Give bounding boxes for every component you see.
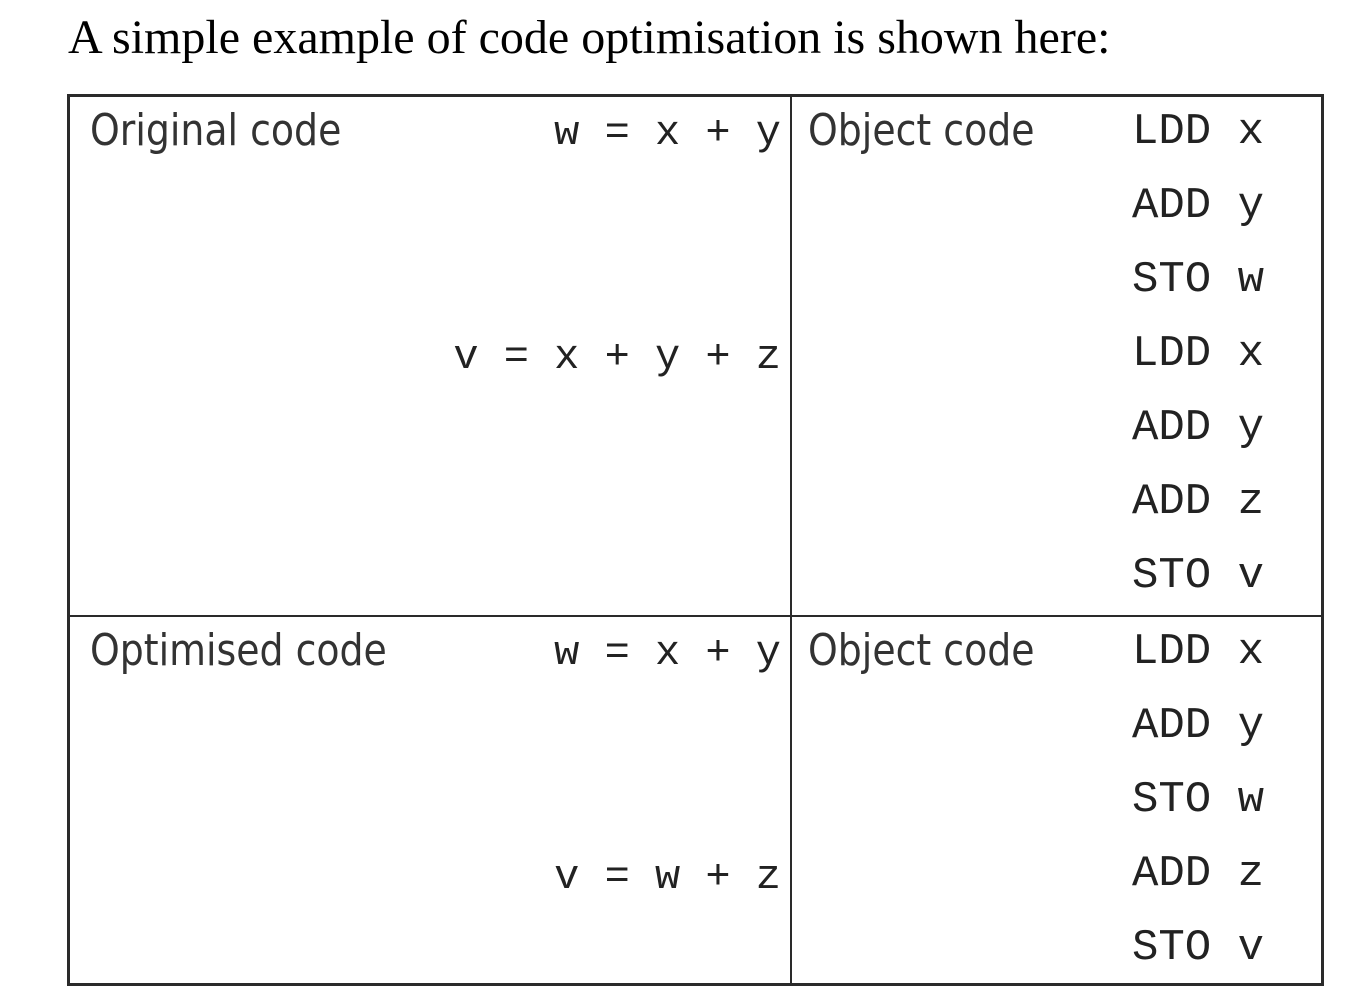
optimised-object-line: STO v [1132,923,1265,973]
original-object-line: LDD x [1132,107,1265,157]
code-comparison-table: Original code Object code w = x + y v = … [67,94,1324,986]
optimised-source-line: w = x + y [554,629,781,677]
column-divider [790,97,792,615]
original-object-line: LDD x [1132,329,1265,379]
original-object-code-label: Object code [808,105,1035,156]
optimised-object-line: LDD x [1132,627,1265,677]
optimised-source-line: v = w + z [554,853,781,901]
original-object-line: STO w [1132,255,1265,305]
optimised-code-label: Optimised code [90,625,387,676]
optimised-object-line: ADD z [1132,849,1265,899]
optimised-object-line: STO w [1132,775,1265,825]
optimised-object-code-label: Object code [808,625,1035,676]
intro-text: A simple example of code optimisation is… [68,11,1111,64]
optimised-code-section: Optimised code Object code w = x + y v =… [70,617,1321,983]
original-object-line: ADD y [1132,181,1265,231]
original-code-label: Original code [90,105,342,156]
original-source-line: w = x + y [554,109,781,157]
original-code-section: Original code Object code w = x + y v = … [70,97,1321,617]
original-object-line: ADD y [1132,403,1265,453]
column-divider [790,617,792,983]
optimised-object-line: ADD y [1132,701,1265,751]
original-object-line: STO v [1132,551,1265,601]
original-source-line: v = x + y + z [453,333,781,381]
original-object-line: ADD z [1132,477,1265,527]
